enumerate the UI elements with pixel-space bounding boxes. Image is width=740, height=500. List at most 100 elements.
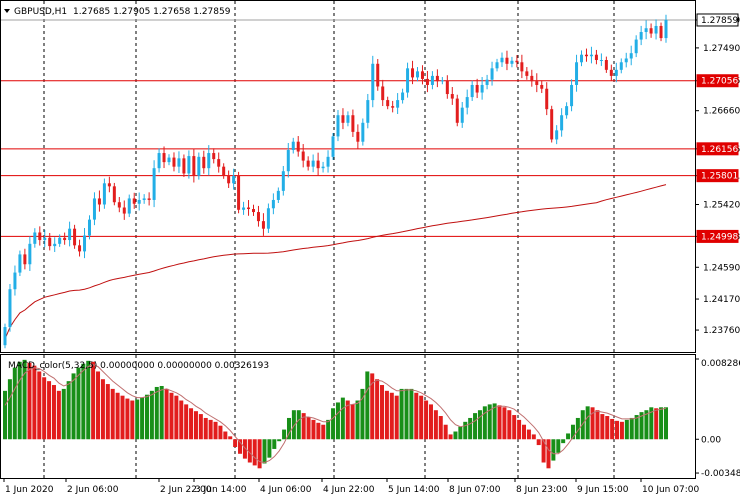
candle-body [480,84,484,93]
candle [599,53,603,66]
candle-body [664,19,668,39]
macd-bar [174,395,179,440]
macd-bar [296,410,301,440]
candle [634,35,638,58]
price-label-text-3: 1.25801 [701,172,738,182]
candle [356,124,360,149]
candle [306,156,310,171]
macd-bar [340,397,345,440]
candle-body [485,79,489,85]
macd-bar [419,395,424,440]
candle-body [584,54,588,57]
macd-histogram [3,359,668,469]
candle [18,250,22,277]
macd-bar [56,390,61,440]
candle [286,142,290,178]
candle [480,77,484,100]
macd-bar [497,405,502,440]
candle [430,71,434,90]
candle [485,74,489,90]
macd-bar [335,402,340,440]
candle [560,108,564,137]
candle [122,200,126,220]
candle-body [237,175,241,210]
candle-body [202,156,206,169]
candle-body [217,159,221,167]
candle [644,20,648,40]
macd-bar [203,417,208,440]
macd-bar [507,410,512,440]
candle-body [505,57,509,64]
time-tick-label-1: 2 Jun 06:00 [67,485,119,495]
candle [251,204,255,216]
time-axis[interactable]: 1 Jun 2020 2 Jun 06:00 2 Jun 22:003 Jun 14… [3,478,699,495]
macd-bar [47,381,52,440]
macd-bar [531,434,536,440]
macd-bar [477,410,482,440]
candle-body [167,157,171,163]
macd-bar [561,439,566,444]
candle-body [182,158,186,174]
candle-body [107,183,111,187]
candle-body [23,254,27,265]
price-label-text-1: 1.27056 [701,77,738,87]
candle-body [261,221,265,229]
price-axis[interactable]: 1.27859 1.27490 1.27056 1.26660 1.26156 1.258… [695,13,740,336]
main-price-pane[interactable] [0,0,696,353]
macd-bar [184,404,189,440]
candle [271,193,275,215]
macd-bar [659,407,664,440]
macd-bar [154,386,159,440]
macd-bar [179,400,184,440]
candle [361,118,365,146]
macd-bar [428,404,433,440]
price-tick-label-3: 1.26660 [703,107,740,117]
macd-bar [634,415,639,440]
candle-body [440,80,444,82]
candle-body [13,272,17,290]
macd-bar [71,373,76,440]
macd-bar [570,424,575,440]
candle-body [580,54,584,63]
macd-bar [585,406,590,440]
candle-body [425,78,429,85]
macd-bar [316,422,321,440]
candle [321,161,325,173]
candle-body [172,157,176,167]
candle-body [306,160,310,167]
candle-body [594,54,598,61]
price-tick-label-9: 1.24170 [703,295,740,305]
candle-body [351,115,355,132]
candle [142,194,146,204]
macd-bar [3,390,7,440]
candle-body [232,175,236,184]
macd-bar [149,390,154,440]
candle-body [222,166,226,176]
candle-body [540,84,544,89]
candle-body [281,171,285,191]
symbol-dropdown-icon[interactable] [4,9,10,13]
macd-bar [590,407,595,440]
macd-bar [345,400,350,440]
candle [629,45,633,66]
macd-pane[interactable] [0,354,696,479]
macd-bar [140,397,145,440]
candle [575,54,579,92]
macd-bar [375,379,380,440]
candle [401,88,405,104]
candle [555,125,559,145]
candle-body [430,75,434,85]
candle [381,79,385,107]
candle-body [122,207,126,214]
candle [649,23,653,38]
candle [217,152,221,173]
macd-bar [42,377,47,440]
macd-bar [286,417,291,440]
candle [281,165,285,196]
candle-body [624,58,628,63]
candle [500,52,504,67]
macd-axis[interactable]: 0.0082865 0.00 -0.003488 [695,358,740,479]
candle [3,323,7,349]
macd-bar [247,439,252,463]
